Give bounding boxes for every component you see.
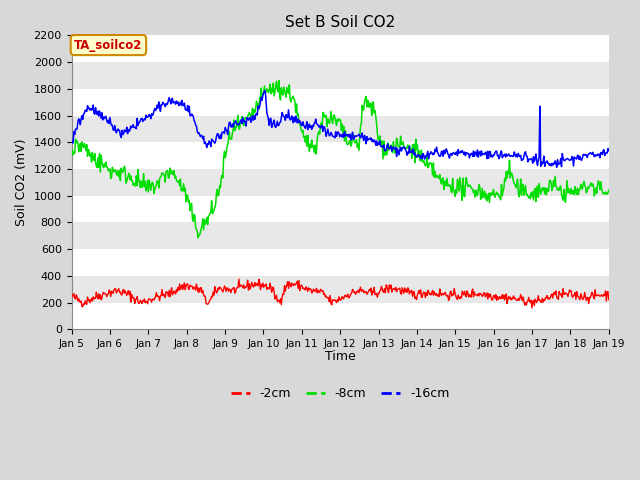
Bar: [72, 276, 609, 302]
Bar: [72, 62, 609, 89]
Text: TA_soilco2: TA_soilco2: [74, 38, 143, 51]
Bar: [72, 36, 609, 62]
Y-axis label: Soil CO2 (mV): Soil CO2 (mV): [15, 139, 28, 226]
Bar: [72, 89, 609, 116]
Title: Set B Soil CO2: Set B Soil CO2: [285, 15, 396, 30]
Bar: [72, 169, 609, 196]
X-axis label: Time: Time: [324, 350, 355, 363]
Bar: [72, 249, 609, 276]
Bar: [72, 116, 609, 142]
Bar: [72, 196, 609, 222]
Bar: [72, 302, 609, 329]
Bar: [72, 222, 609, 249]
Legend: -2cm, -8cm, -16cm: -2cm, -8cm, -16cm: [226, 383, 454, 406]
Bar: [72, 142, 609, 169]
